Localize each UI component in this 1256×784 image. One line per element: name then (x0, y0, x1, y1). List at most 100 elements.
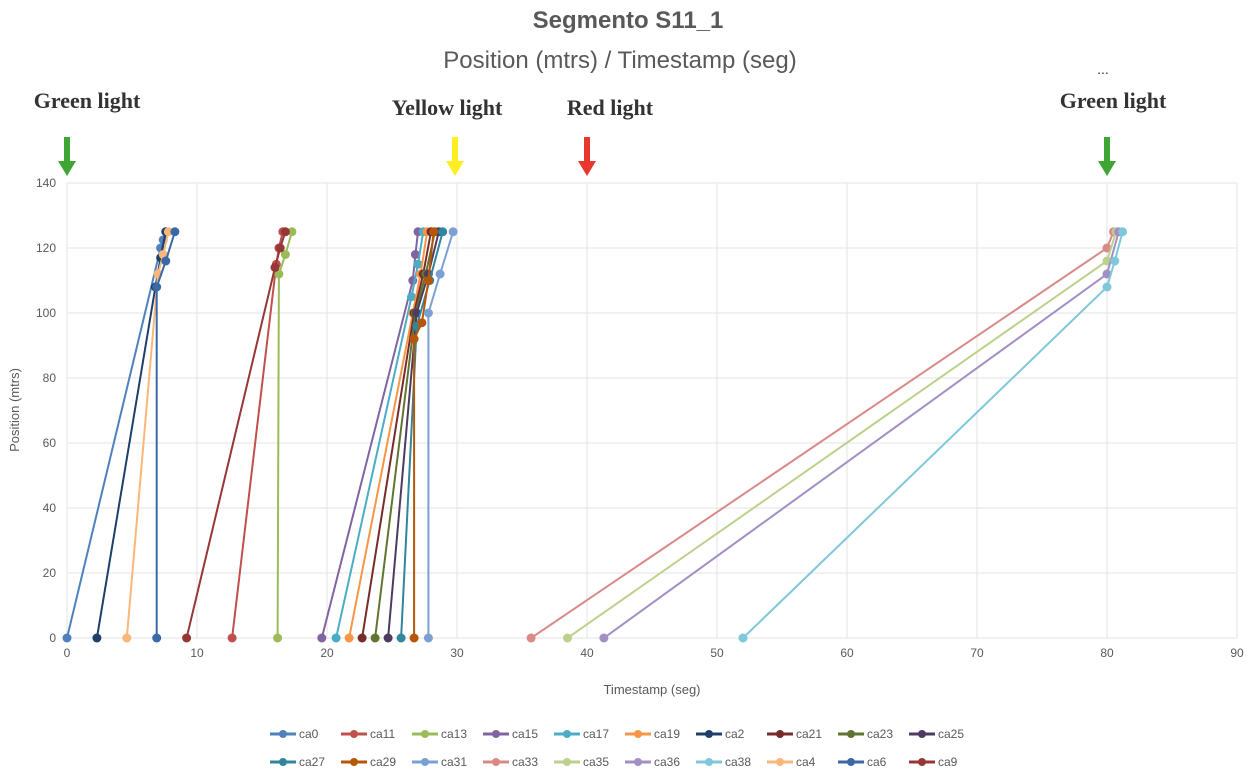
data-point (1102, 243, 1112, 253)
data-point (407, 292, 416, 302)
data-point (182, 633, 192, 643)
legend-item[interactable]: ca9 (909, 755, 980, 769)
data-point (423, 633, 433, 643)
legend-item[interactable]: ca11 (341, 727, 412, 741)
arrow-down-icon (58, 161, 76, 176)
x-tick-label: 80 (1100, 646, 1114, 660)
legend-marker (838, 758, 864, 766)
legend-label: ca33 (512, 755, 539, 769)
legend-item[interactable]: ca33 (483, 755, 554, 769)
y-tick-label: 120 (36, 241, 56, 255)
series-ca33 (526, 227, 1118, 643)
arrow-down-icon (1098, 161, 1116, 176)
legend-label: ca15 (512, 727, 539, 741)
data-point (1110, 256, 1120, 266)
legend-label: ca17 (583, 727, 610, 741)
y-tick-label: 20 (43, 566, 57, 580)
legend-item[interactable]: ca15 (483, 727, 554, 741)
legend-label: ca0 (299, 727, 319, 741)
legend-marker (767, 730, 793, 738)
legend-item[interactable]: ca4 (767, 755, 838, 769)
legend-item[interactable]: ca31 (412, 755, 483, 769)
legend-item[interactable]: ca17 (554, 727, 625, 741)
series-line (125, 231, 170, 639)
data-point (1102, 282, 1112, 292)
annotation-label: Green light (34, 88, 141, 113)
legend-marker (270, 758, 296, 766)
legend-label: ca23 (867, 727, 894, 741)
x-tick-label: 10 (190, 646, 204, 660)
series-line (427, 231, 455, 638)
y-tick-label: 80 (43, 371, 57, 385)
legend-item[interactable]: ca36 (625, 755, 696, 769)
legend-marker (696, 758, 722, 766)
legend-label: ca19 (654, 727, 681, 741)
legend-item[interactable]: ca6 (838, 755, 909, 769)
legend-label: ca29 (370, 755, 397, 769)
series-lines (62, 227, 1128, 643)
series-line (320, 231, 419, 639)
x-tick-label: 30 (450, 646, 464, 660)
series-line (276, 231, 293, 639)
legend-label: ca9 (938, 755, 958, 769)
series-line (387, 231, 440, 639)
series-line (66, 231, 167, 639)
legend-item[interactable]: ca19 (625, 727, 696, 741)
data-point (274, 269, 284, 279)
data-point (161, 256, 171, 266)
legend-marker (696, 730, 722, 738)
legend-marker (909, 730, 935, 738)
data-point (170, 227, 180, 237)
legend-item[interactable]: ca29 (341, 755, 412, 769)
legend-item[interactable]: ca27 (270, 755, 341, 769)
legend-item[interactable]: ca23 (838, 727, 909, 741)
y-tick-label: 60 (43, 436, 57, 450)
legend-marker (554, 758, 580, 766)
data-point (270, 263, 280, 272)
data-point (357, 633, 367, 643)
annotation-label: Green light (1060, 88, 1167, 113)
legend-marker (412, 758, 438, 766)
legend-marker (483, 758, 509, 766)
series-line (231, 231, 284, 639)
data-point (409, 633, 419, 643)
x-tick-label: 0 (64, 646, 71, 660)
series-line (566, 231, 1118, 639)
series-line (530, 231, 1115, 639)
x-tick-label: 40 (580, 646, 594, 660)
legend-item[interactable]: ca38 (696, 755, 767, 769)
legend-marker (625, 730, 651, 738)
legend-item[interactable]: ca2 (696, 727, 767, 741)
legend-item[interactable]: ca13 (412, 727, 483, 741)
legend-marker (838, 730, 864, 738)
data-point (417, 318, 427, 328)
legend-item[interactable]: ca25 (909, 727, 980, 741)
data-point (331, 633, 341, 643)
y-tick-label: 40 (43, 501, 57, 515)
series-ca13 (273, 227, 297, 643)
chart-title: Segmento S11_1 (533, 7, 724, 34)
data-point (122, 633, 132, 643)
x-tick-label: 70 (970, 646, 984, 660)
legend-marker (554, 730, 580, 738)
legend-marker (625, 758, 651, 766)
data-point (227, 633, 237, 643)
series-ca17 (331, 227, 428, 643)
legend-item[interactable]: ca0 (270, 727, 341, 741)
legend-label: ca35 (583, 755, 610, 769)
x-tick-label: 90 (1230, 646, 1244, 660)
legend-item[interactable]: ca35 (554, 755, 625, 769)
legend-label: ca2 (725, 727, 745, 741)
data-point (92, 633, 102, 643)
x-axis-label: Timestamp (seg) (603, 682, 700, 697)
legend-label: ca6 (867, 755, 887, 769)
data-point (163, 227, 173, 237)
series-ca6 (152, 227, 180, 643)
arrow-down-icon (64, 137, 70, 163)
series-line (155, 231, 176, 638)
data-point (738, 633, 748, 643)
legend-item[interactable]: ca21 (767, 727, 838, 741)
arrow-down-icon (446, 161, 464, 176)
y-tick-label: 100 (36, 306, 56, 320)
series-ca29 (409, 227, 439, 643)
